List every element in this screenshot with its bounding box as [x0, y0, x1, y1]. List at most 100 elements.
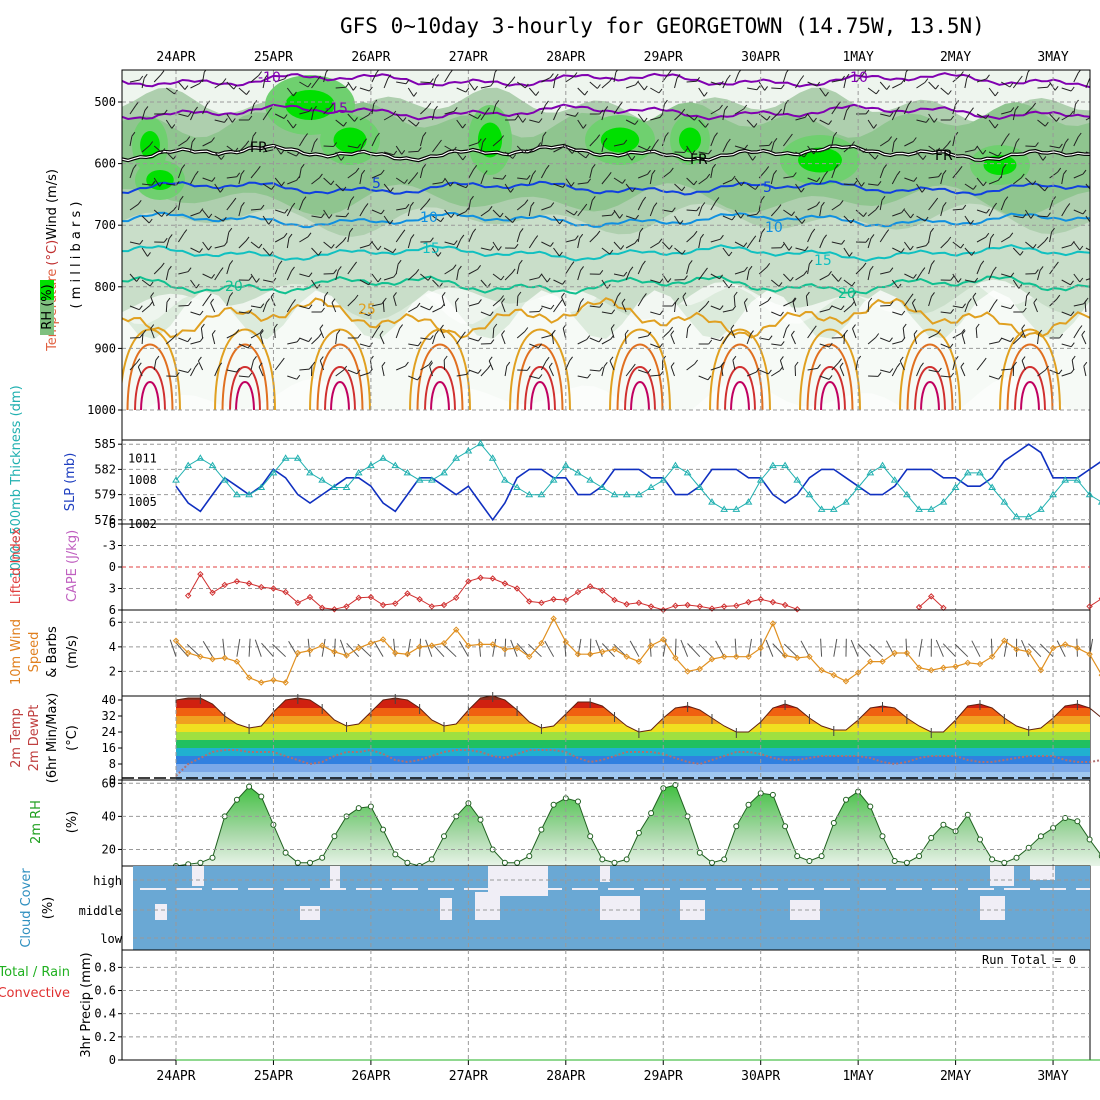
wind-barb [904, 141, 914, 147]
wind-barb-flag [970, 220, 974, 225]
wind-barb-flag [841, 239, 845, 245]
wind-barb-flag [252, 131, 257, 137]
surface-isotherm-loop [424, 366, 456, 410]
wind-barb-flag [877, 372, 882, 377]
surface-isotherm-loop [630, 381, 650, 410]
rh2m-point [843, 796, 849, 803]
wind-barb [395, 328, 401, 339]
y-tick-label: 0.6 [94, 984, 116, 998]
wind-barb-flag [646, 145, 651, 151]
wind-barb [1073, 303, 1084, 307]
cloud-mid-block [475, 892, 500, 920]
wind-barb-flag [381, 361, 386, 367]
wind10m-speed-point [1037, 666, 1045, 674]
wind-barb [383, 78, 389, 89]
wind-barb-flag [714, 132, 718, 137]
wind-barb [540, 360, 547, 371]
wind-barb [190, 83, 200, 89]
y-tick-label: 6 [109, 615, 116, 629]
wind-barb-flag [668, 245, 673, 250]
slp-point [196, 454, 205, 461]
wind-barb [976, 177, 984, 187]
wind-barb-flag [155, 355, 160, 361]
wind-barb [1081, 334, 1087, 345]
wind-barb-flag [889, 301, 894, 306]
wind-barb-flag [247, 343, 252, 349]
dewpt2m-label: 2m DewPt [27, 705, 42, 772]
wind-barb-flag [245, 140, 250, 146]
wind-barb-flag [571, 149, 576, 154]
wind-barb-flag [483, 170, 488, 175]
wind-barb-flag [1058, 369, 1063, 375]
wind-barb-flag [961, 330, 966, 335]
wind-barb [734, 72, 740, 83]
wind10m-speed-point [720, 653, 728, 660]
pressure-tick-label: 800 [94, 280, 116, 294]
wind-barb [492, 327, 495, 339]
wind-barb-flag [524, 83, 529, 89]
y-tick-label: 2 [109, 664, 116, 678]
wind-barb [879, 140, 889, 147]
slp-point [476, 439, 485, 447]
wind-barb [661, 136, 666, 147]
wind-barb-flag [1070, 280, 1074, 286]
wind10m-speed-point [197, 653, 204, 660]
wind-barb-flag [743, 104, 748, 110]
precip-frame [121, 949, 1091, 1061]
thickness-line [175, 443, 1100, 522]
slp-point [866, 468, 875, 476]
wind-barb [250, 241, 260, 249]
wind-barb-flag [429, 362, 434, 367]
cloud-thin-layer [284, 888, 310, 890]
wind-barb-flag [1022, 307, 1027, 313]
wind-barb-flag [369, 240, 373, 246]
slp-point [890, 476, 899, 483]
wind-barb [262, 247, 271, 256]
wind-barb [758, 300, 769, 307]
wind-barb-flag [768, 369, 772, 375]
wind-barb [734, 209, 742, 219]
wind-barb [1049, 81, 1056, 91]
wind10m-barb [1056, 640, 1066, 657]
wind-barb-flag [696, 77, 700, 82]
lifted-index-point [355, 594, 362, 602]
wind-barb [698, 375, 709, 381]
wind-barb-flag [574, 235, 579, 240]
wind-barb [589, 200, 593, 211]
wind-barb [601, 175, 609, 185]
wind-barb-flag [609, 249, 614, 255]
wind-barb-flag [1070, 86, 1075, 92]
wind-barb-flag [862, 70, 867, 75]
wind-barb-flag [947, 90, 952, 95]
wind-barb-flag [280, 149, 285, 155]
wind-barb [395, 233, 403, 243]
wind-barb-flag [401, 229, 406, 235]
wind-barb [975, 327, 978, 339]
wind-barb-flag [1009, 82, 1014, 88]
wind-barb-flag [1055, 261, 1059, 267]
wind-barb-flag [863, 212, 867, 217]
wind-barb-flag [933, 118, 938, 123]
wind-barb [1012, 142, 1017, 153]
wind-barb [262, 215, 270, 225]
lifted-index-point [708, 605, 716, 612]
wind-barb [964, 149, 975, 153]
wind-barb [548, 366, 554, 377]
wind-barb [432, 307, 442, 313]
wind-barb-flag [587, 178, 591, 184]
wind10m-speed-point [672, 654, 679, 662]
wind-barb-flag [930, 227, 934, 233]
wind-barb [432, 334, 436, 345]
wind-barb-flag [283, 114, 288, 119]
wind-barb-flag [861, 182, 865, 187]
wind-barb-flag [693, 230, 698, 236]
wind-barb [396, 365, 406, 371]
wind-barb-flag [623, 139, 628, 145]
wind-barb-flag [889, 112, 894, 117]
wind-barb [1021, 328, 1026, 339]
wind10m-barb [629, 640, 640, 657]
surface-isotherm-loop [709, 328, 771, 410]
wind-barb-flag [950, 275, 955, 281]
wind10m-speed-point [635, 658, 643, 665]
